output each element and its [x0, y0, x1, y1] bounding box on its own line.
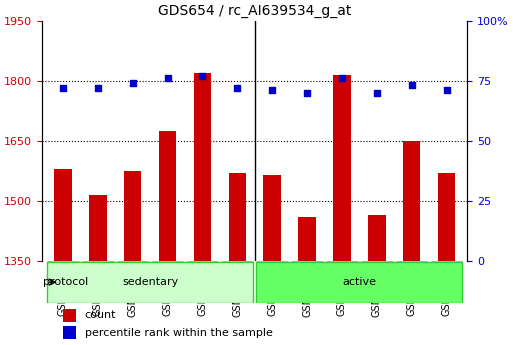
Point — [338, 76, 346, 81]
FancyBboxPatch shape — [47, 262, 253, 303]
Bar — [63, 309, 76, 322]
Bar — [124, 171, 142, 261]
Bar — [54, 169, 72, 261]
Text: percentile rank within the sample: percentile rank within the sample — [85, 328, 272, 338]
Bar — [264, 175, 281, 261]
Text: count: count — [85, 310, 116, 321]
Text: protocol: protocol — [43, 277, 88, 287]
Bar — [299, 217, 316, 261]
Point — [59, 85, 67, 91]
Bar — [368, 215, 386, 261]
Bar — [159, 131, 176, 261]
Point — [199, 73, 207, 79]
Bar — [194, 73, 211, 261]
Point — [164, 76, 172, 81]
Point — [268, 88, 277, 93]
Bar — [403, 141, 421, 261]
Text: active: active — [342, 277, 377, 287]
Point — [303, 90, 311, 96]
Point — [233, 85, 242, 91]
Bar — [63, 326, 76, 339]
Point — [94, 85, 102, 91]
Bar — [438, 173, 455, 261]
Bar — [229, 173, 246, 261]
Point — [129, 80, 137, 86]
Bar — [89, 195, 107, 261]
Title: GDS654 / rc_AI639534_g_at: GDS654 / rc_AI639534_g_at — [158, 4, 351, 18]
FancyBboxPatch shape — [256, 262, 462, 303]
Text: sedentary: sedentary — [122, 277, 178, 287]
Point — [408, 83, 416, 88]
Bar — [333, 75, 351, 261]
Point — [442, 88, 450, 93]
Point — [373, 90, 381, 96]
